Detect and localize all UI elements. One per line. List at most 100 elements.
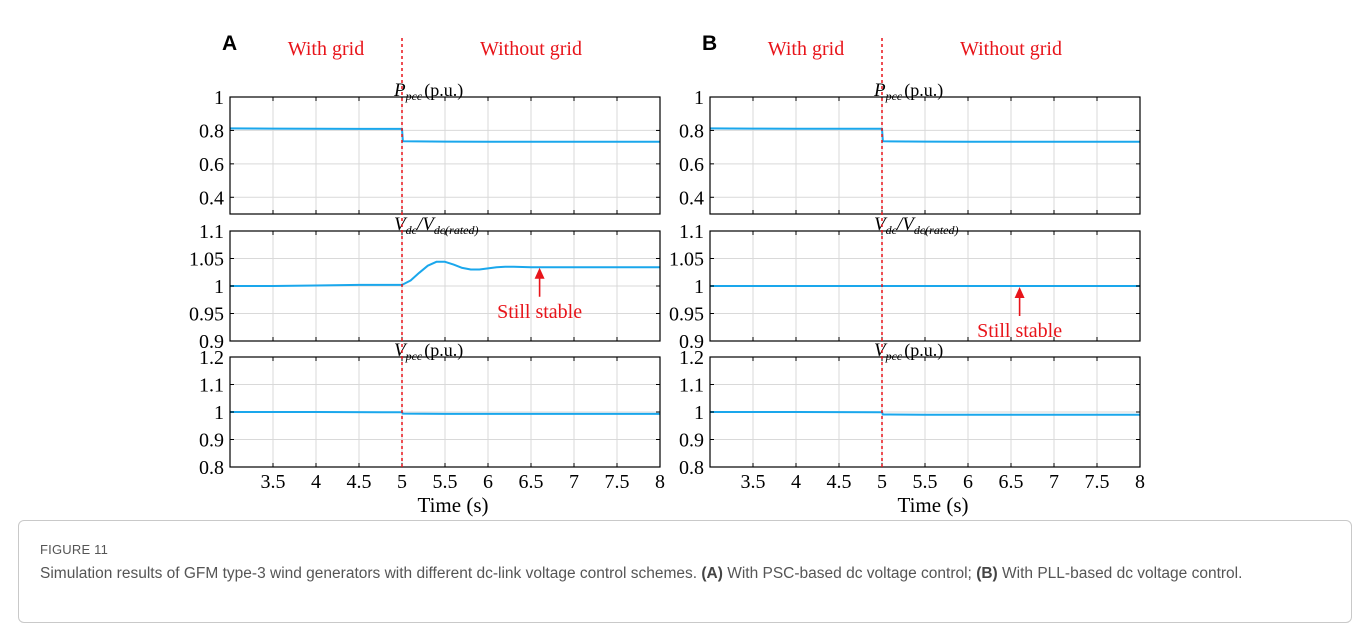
y-tick-label: 1.1 [199,221,224,243]
y-tick-label: 0.6 [679,154,704,176]
y-tick-label: 0.95 [189,304,224,326]
label-symbol-2: /V [416,214,436,235]
caption-box: FIGURE 11 Simulation results of GFM type… [18,520,1352,623]
subplot-p_pcc: 0.4 0.6 0.8 1 Ppcc (p.u.) [199,80,661,215]
annotation-text: Still stable [977,320,1062,342]
y-tick-label: 0.9 [199,331,224,353]
label-symbol: P [393,80,406,101]
subplot-label: Vpcc (p.u.) [394,340,463,363]
label-symbol: P [873,80,886,101]
y-tick-label: 0.6 [199,154,224,176]
label-subscript-2: dc(rated) [914,223,959,237]
y-tick-label: 0.9 [679,430,704,452]
subplot-label: Vpcc (p.u.) [874,340,943,363]
label-subscript-2: dc(rated) [434,223,479,237]
y-tick-label: 0.9 [199,430,224,452]
x-axis-label: Time (s) [898,493,969,517]
subplot-vdc: 0.9 0.95 1 1.05 1.1 Vdc/Vdc(rated) Still stabl… [669,214,1141,353]
series-line-v_pcc [710,411,1140,416]
series-line-p_pcc [709,127,1140,143]
x-tick-label: 3.5 [261,471,286,493]
y-tick-label: 1 [694,276,704,298]
label-subscript: pcc [885,89,903,103]
label-unit: (p.u.) [424,340,463,361]
x-tick-label: 3.5 [741,471,766,493]
label-unit: (p.u.) [904,80,943,101]
x-tick-label: 7 [1049,471,1059,493]
x-axis-label: Time (s) [418,493,489,517]
x-tick-label: 5.5 [913,471,938,493]
series-line-p_pcc [229,127,660,143]
x-tick-label: 4.5 [347,471,372,493]
figure-label: FIGURE 11 [40,542,109,557]
label-unit: (p.u.) [424,80,463,101]
x-tick-label: 4.5 [827,471,852,493]
y-tick-label: 0.95 [669,304,704,326]
caption-b-text: With PLL-based dc voltage control. [997,565,1243,582]
subplot-label: Ppcc (p.u.) [393,80,463,103]
y-tick-label: 0.8 [199,457,224,479]
subplot-label: Ppcc (p.u.) [873,80,943,103]
subplot-label: Vdc/Vdc(rated) [394,214,478,237]
x-tick-label: 6 [963,471,973,493]
x-tick-label: 7 [569,471,579,493]
y-tick-label: 0.4 [679,187,704,209]
y-tick-label: 1 [214,402,224,424]
label-subscript: dc [886,223,898,237]
series-line-v_pcc [230,411,660,415]
series-line-vdc [230,260,660,287]
label-symbol: V [394,214,408,235]
label-symbol: V [394,340,408,361]
label-symbol: V [874,214,888,235]
y-tick-label: 1.05 [669,249,704,271]
x-tick-label: 4 [311,471,321,493]
y-tick-label: 1.2 [679,347,704,369]
annotation-text: Still stable [497,301,582,323]
label-subscript: pcc [405,349,423,363]
x-tick-label: 6 [483,471,493,493]
label-unit: (p.u.) [904,340,943,361]
label-subscript: dc [406,223,418,237]
caption-a-text: With PSC-based dc voltage control; [722,565,977,582]
y-tick-label: 0.8 [679,120,704,142]
y-tick-label: 1 [214,276,224,298]
x-tick-label: 7.5 [605,471,630,493]
subplot-p_pcc: 0.4 0.6 0.8 1 Ppcc (p.u.) [679,80,1141,215]
panel-letter: A [222,32,237,55]
region-label-without-grid: Without grid [960,38,1062,60]
y-tick-label: 1 [694,402,704,424]
x-tick-label: 7.5 [1085,471,1110,493]
subplot-v_pcc: 0.8 0.9 1 1.1 1.2 Vpcc (p.u.) 3.5 4 4.5 5 5.5 6 6.5 7 7… [199,340,665,517]
subplot-label: Vdc/Vdc(rated) [874,214,958,237]
x-tick-label: 5.5 [433,471,458,493]
x-tick-label: 8 [655,471,665,493]
caption-b-tag: (B) [976,565,998,582]
label-subscript: pcc [885,349,903,363]
label-subscript: pcc [405,89,423,103]
figure-caption: Simulation results of GFM type-3 wind ge… [40,563,1330,585]
y-tick-label: 1 [694,87,704,109]
x-tick-label: 8 [1135,471,1145,493]
annotation-arrow-head [1014,287,1025,298]
region-label-without-grid: Without grid [480,38,582,60]
y-tick-label: 0.8 [199,120,224,142]
caption-main: Simulation results of GFM type-3 wind ge… [40,565,698,582]
y-tick-label: 1.2 [199,347,224,369]
region-label-with-grid: With grid [288,38,364,60]
x-tick-label: 6.5 [999,471,1024,493]
y-tick-label: 1.1 [679,221,704,243]
y-tick-label: 1.05 [189,249,224,271]
y-tick-label: 0.8 [679,457,704,479]
y-tick-label: 0.9 [679,331,704,353]
y-tick-label: 0.4 [199,187,224,209]
label-symbol: V [874,340,888,361]
y-tick-label: 1.1 [679,375,704,397]
subplot-vdc: 0.9 0.95 1 1.05 1.1 Vdc/Vdc(rated) Still stabl… [189,214,661,353]
panel-letter: B [702,32,717,55]
x-tick-label: 5 [397,471,407,493]
region-label-with-grid: With grid [768,38,844,60]
label-symbol-2: /V [896,214,916,235]
